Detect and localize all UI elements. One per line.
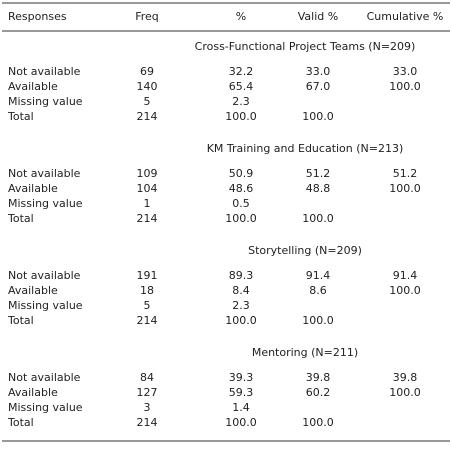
row-label: Missing value — [8, 197, 83, 210]
row-label: Total — [7, 314, 34, 327]
cell: 214 — [137, 110, 158, 123]
row-label: Available — [8, 182, 58, 195]
cell: 100.0 — [389, 284, 421, 297]
cell: 2.3 — [232, 299, 250, 312]
cell: 60.2 — [306, 386, 331, 399]
header-cell: Valid % — [298, 10, 338, 23]
cell: 140 — [137, 80, 158, 93]
row-label: Missing value — [8, 95, 83, 108]
cell: 127 — [137, 386, 158, 399]
cell: 100.0 — [302, 314, 334, 327]
cell: 5 — [144, 299, 151, 312]
cell: 48.6 — [229, 182, 254, 195]
cell: 84 — [140, 371, 154, 384]
row-label: Total — [7, 212, 34, 225]
cell: 89.3 — [229, 269, 254, 282]
cell: 32.2 — [229, 65, 254, 78]
cell: 48.8 — [306, 182, 331, 195]
cell: 100.0 — [225, 110, 257, 123]
cell: 214 — [137, 212, 158, 225]
row-label: Not available — [8, 269, 81, 282]
row-label: Missing value — [8, 401, 83, 414]
cell: 33.0 — [393, 65, 418, 78]
cell: 109 — [137, 167, 158, 180]
cell: 100.0 — [389, 182, 421, 195]
cell: 1 — [144, 197, 151, 210]
cell: 39.8 — [393, 371, 418, 384]
header-cell: Cumulative % — [367, 10, 444, 23]
cell: 100.0 — [225, 314, 257, 327]
cell: 191 — [137, 269, 158, 282]
cell: 0.5 — [232, 197, 250, 210]
cell: 100.0 — [389, 80, 421, 93]
cell: 1.4 — [232, 401, 250, 414]
section-title: KM Training and Education (N=213) — [207, 142, 404, 155]
row-label: Missing value — [8, 299, 83, 312]
cell: 214 — [137, 416, 158, 429]
row-label: Available — [8, 386, 58, 399]
cell: 100.0 — [225, 416, 257, 429]
section-title: Mentoring (N=211) — [252, 346, 358, 359]
row-label: Available — [8, 80, 58, 93]
section-title: Storytelling (N=209) — [248, 244, 362, 257]
header-cell: Freq — [135, 10, 159, 23]
cell: 65.4 — [229, 80, 254, 93]
cell: 100.0 — [389, 386, 421, 399]
row-label: Available — [8, 284, 58, 297]
cell: 3 — [144, 401, 151, 414]
cell: 67.0 — [306, 80, 331, 93]
cell: 51.2 — [393, 167, 418, 180]
cell: 8.6 — [309, 284, 327, 297]
row-label: Not available — [8, 167, 81, 180]
cell: 91.4 — [393, 269, 418, 282]
cell: 100.0 — [302, 212, 334, 225]
cell: 5 — [144, 95, 151, 108]
cell: 214 — [137, 314, 158, 327]
cell: 50.9 — [229, 167, 254, 180]
cell: 91.4 — [306, 269, 331, 282]
row-label: Total — [7, 110, 34, 123]
header-cell: % — [236, 10, 246, 23]
cell: 39.3 — [229, 371, 254, 384]
cell: 104 — [137, 182, 158, 195]
header-cell: Responses — [8, 10, 67, 23]
cell: 100.0 — [302, 416, 334, 429]
cell: 51.2 — [306, 167, 331, 180]
cell: 39.8 — [306, 371, 331, 384]
cell: 69 — [140, 65, 154, 78]
cell: 18 — [140, 284, 154, 297]
row-label: Not available — [8, 65, 81, 78]
cell: 8.4 — [232, 284, 250, 297]
cell: 100.0 — [225, 212, 257, 225]
cell: 33.0 — [306, 65, 331, 78]
cell: 100.0 — [302, 110, 334, 123]
row-label: Total — [7, 416, 34, 429]
cell: 2.3 — [232, 95, 250, 108]
section-title: Cross-Functional Project Teams (N=209) — [195, 40, 416, 53]
row-label: Not available — [8, 371, 81, 384]
cell: 59.3 — [229, 386, 254, 399]
